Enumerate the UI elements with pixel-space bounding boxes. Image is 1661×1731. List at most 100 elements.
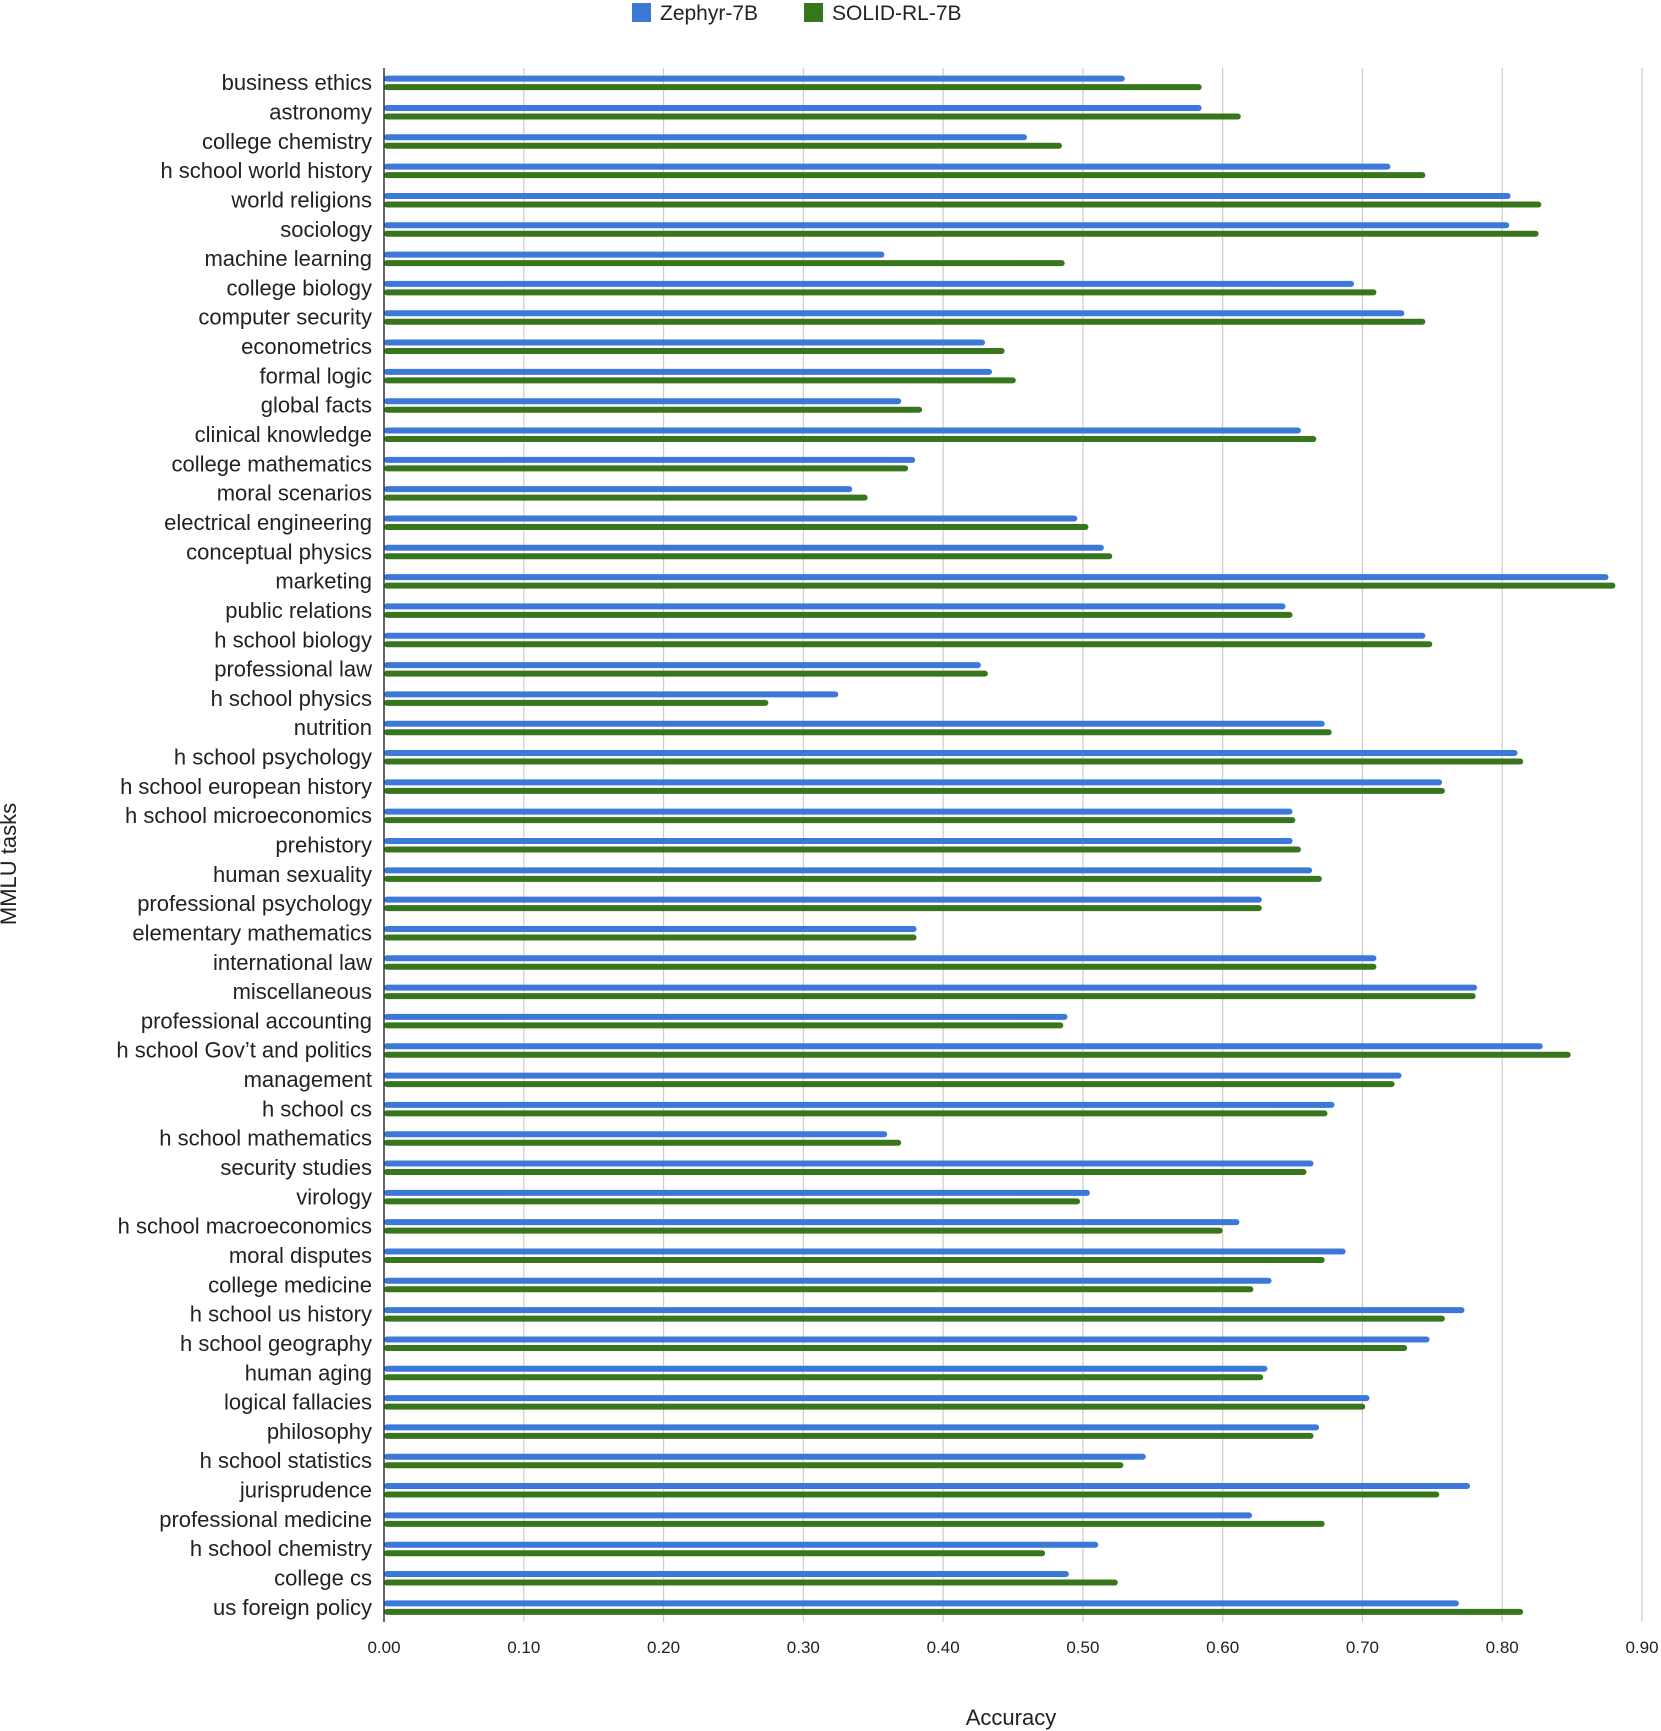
bar-zephyr-7b-human-sexuality	[384, 867, 1313, 874]
bar-solid-rl-7b-us-foreign-policy	[384, 1608, 1524, 1615]
category-label: machine learning	[204, 246, 372, 271]
bar-solid-rl-7b-international-law	[384, 963, 1377, 970]
category-label: conceptual physics	[186, 539, 372, 564]
bar-solid-rl-7b-computer-security	[384, 318, 1426, 325]
bar-zephyr-7b-h-school-psychology	[384, 750, 1518, 757]
bar-zephyr-7b-machine-learning	[384, 251, 885, 258]
bar-solid-rl-7b-miscellaneous	[384, 993, 1476, 1000]
category-label: jurisprudence	[239, 1478, 372, 1503]
category-label: prehistory	[275, 833, 372, 858]
category-label: world religions	[230, 187, 372, 212]
bar-solid-rl-7b-h-school-cs	[384, 1110, 1328, 1117]
category-label: college cs	[274, 1566, 372, 1591]
category-label: moral scenarios	[217, 481, 372, 506]
category-label: miscellaneous	[233, 979, 372, 1004]
bar-zephyr-7b-h-school-gov-t-and-politics	[384, 1043, 1543, 1050]
category-label: security studies	[220, 1155, 372, 1180]
x-tick-label: 0.90	[1625, 1638, 1658, 1657]
bar-solid-rl-7b-h-school-world-history	[384, 172, 1426, 179]
bar-zephyr-7b-professional-accounting	[384, 1013, 1068, 1020]
bar-solid-rl-7b-moral-scenarios	[384, 494, 868, 501]
bar-zephyr-7b-h-school-cs	[384, 1101, 1335, 1108]
bar-solid-rl-7b-nutrition	[384, 729, 1332, 736]
legend-label-solid: SOLID-RL-7B	[832, 2, 962, 25]
x-tick-label: 0.20	[647, 1638, 680, 1657]
bar-solid-rl-7b-prehistory	[384, 846, 1301, 853]
x-tick-label: 0.40	[927, 1638, 960, 1657]
bar-solid-rl-7b-machine-learning	[384, 260, 1065, 267]
bar-zephyr-7b-h-school-physics	[384, 691, 839, 698]
bar-solid-rl-7b-h-school-statistics	[384, 1462, 1124, 1469]
bar-zephyr-7b-sociology	[384, 222, 1510, 229]
category-label: nutrition	[294, 715, 372, 740]
bar-zephyr-7b-clinical-knowledge	[384, 427, 1301, 434]
legend-swatch-zephyr	[632, 3, 651, 22]
bar-solid-rl-7b-h-school-biology	[384, 641, 1433, 648]
bar-zephyr-7b-college-medicine	[384, 1277, 1272, 1284]
category-label: h school microeconomics	[125, 803, 372, 828]
bar-zephyr-7b-formal-logic	[384, 368, 993, 375]
bar-solid-rl-7b-h-school-gov-t-and-politics	[384, 1051, 1571, 1058]
bar-zephyr-7b-college-biology	[384, 280, 1355, 287]
category-label: college chemistry	[202, 129, 372, 154]
category-label: elementary mathematics	[132, 920, 372, 945]
legend: Zephyr-7B SOLID-RL-7B	[632, 2, 962, 25]
category-label: human aging	[245, 1360, 372, 1385]
category-label: management	[244, 1067, 372, 1092]
category-label: h school statistics	[200, 1448, 372, 1473]
bar-zephyr-7b-miscellaneous	[384, 984, 1478, 991]
bar-solid-rl-7b-moral-disputes	[384, 1256, 1325, 1263]
bar-zephyr-7b-professional-law	[384, 662, 981, 669]
category-label: business ethics	[222, 70, 372, 95]
bar-solid-rl-7b-astronomy	[384, 113, 1241, 120]
legend-swatch-solid	[804, 3, 823, 22]
category-label: h school mathematics	[159, 1126, 372, 1151]
bar-zephyr-7b-econometrics	[384, 339, 986, 346]
category-label: professional accounting	[141, 1008, 372, 1033]
bar-zephyr-7b-prehistory	[384, 838, 1293, 844]
category-label: h school biology	[214, 627, 372, 652]
bar-solid-rl-7b-global-facts	[384, 406, 923, 413]
bar-zephyr-7b-moral-scenarios	[384, 486, 853, 493]
bars	[384, 75, 1616, 1615]
bar-solid-rl-7b-h-school-microeconomics	[384, 817, 1296, 824]
bar-zephyr-7b-human-aging	[384, 1365, 1268, 1372]
bar-zephyr-7b-philosophy	[384, 1424, 1320, 1431]
bar-solid-rl-7b-h-school-geography	[384, 1344, 1408, 1351]
bar-solid-rl-7b-college-cs	[384, 1579, 1118, 1586]
bar-solid-rl-7b-sociology	[384, 230, 1539, 237]
bar-zephyr-7b-conceptual-physics	[384, 544, 1104, 551]
bar-zephyr-7b-professional-psychology	[384, 896, 1262, 903]
bar-zephyr-7b-nutrition	[384, 720, 1325, 727]
category-label: human sexuality	[213, 862, 372, 887]
bar-solid-rl-7b-h-school-european-history	[384, 787, 1445, 794]
bar-zephyr-7b-h-school-mathematics	[384, 1131, 888, 1138]
bar-zephyr-7b-professional-medicine	[384, 1512, 1253, 1519]
bar-solid-rl-7b-h-school-us-history	[384, 1315, 1445, 1322]
category-label: h school world history	[160, 158, 372, 183]
category-label: us foreign policy	[213, 1595, 372, 1620]
bar-zephyr-7b-h-school-us-history	[384, 1307, 1465, 1314]
category-label: college mathematics	[171, 451, 372, 476]
bar-solid-rl-7b-security-studies	[384, 1169, 1307, 1176]
category-label: professional law	[214, 657, 372, 682]
category-label: h school macroeconomics	[118, 1214, 372, 1239]
category-label: professional medicine	[159, 1507, 372, 1532]
bar-zephyr-7b-elementary-mathematics	[384, 925, 917, 932]
bar-solid-rl-7b-professional-accounting	[384, 1022, 1064, 1029]
bar-zephyr-7b-international-law	[384, 955, 1377, 962]
bar-zephyr-7b-h-school-biology	[384, 632, 1426, 639]
bar-solid-rl-7b-conceptual-physics	[384, 553, 1113, 560]
bar-zephyr-7b-h-school-statistics	[384, 1453, 1146, 1460]
x-tick-label: 0.00	[367, 1638, 400, 1657]
bar-solid-rl-7b-professional-law	[384, 670, 988, 677]
gridlines	[523, 68, 1643, 1622]
category-label: global facts	[261, 393, 372, 418]
bar-solid-rl-7b-h-school-physics	[384, 699, 769, 706]
category-label: h school geography	[180, 1331, 372, 1356]
category-label: logical fallacies	[224, 1390, 372, 1415]
bar-zephyr-7b-h-school-european-history	[384, 779, 1443, 786]
x-tick-label: 0.80	[1486, 1638, 1519, 1657]
x-axis-title: Accuracy	[966, 1705, 1056, 1730]
bar-solid-rl-7b-professional-psychology	[384, 905, 1262, 912]
